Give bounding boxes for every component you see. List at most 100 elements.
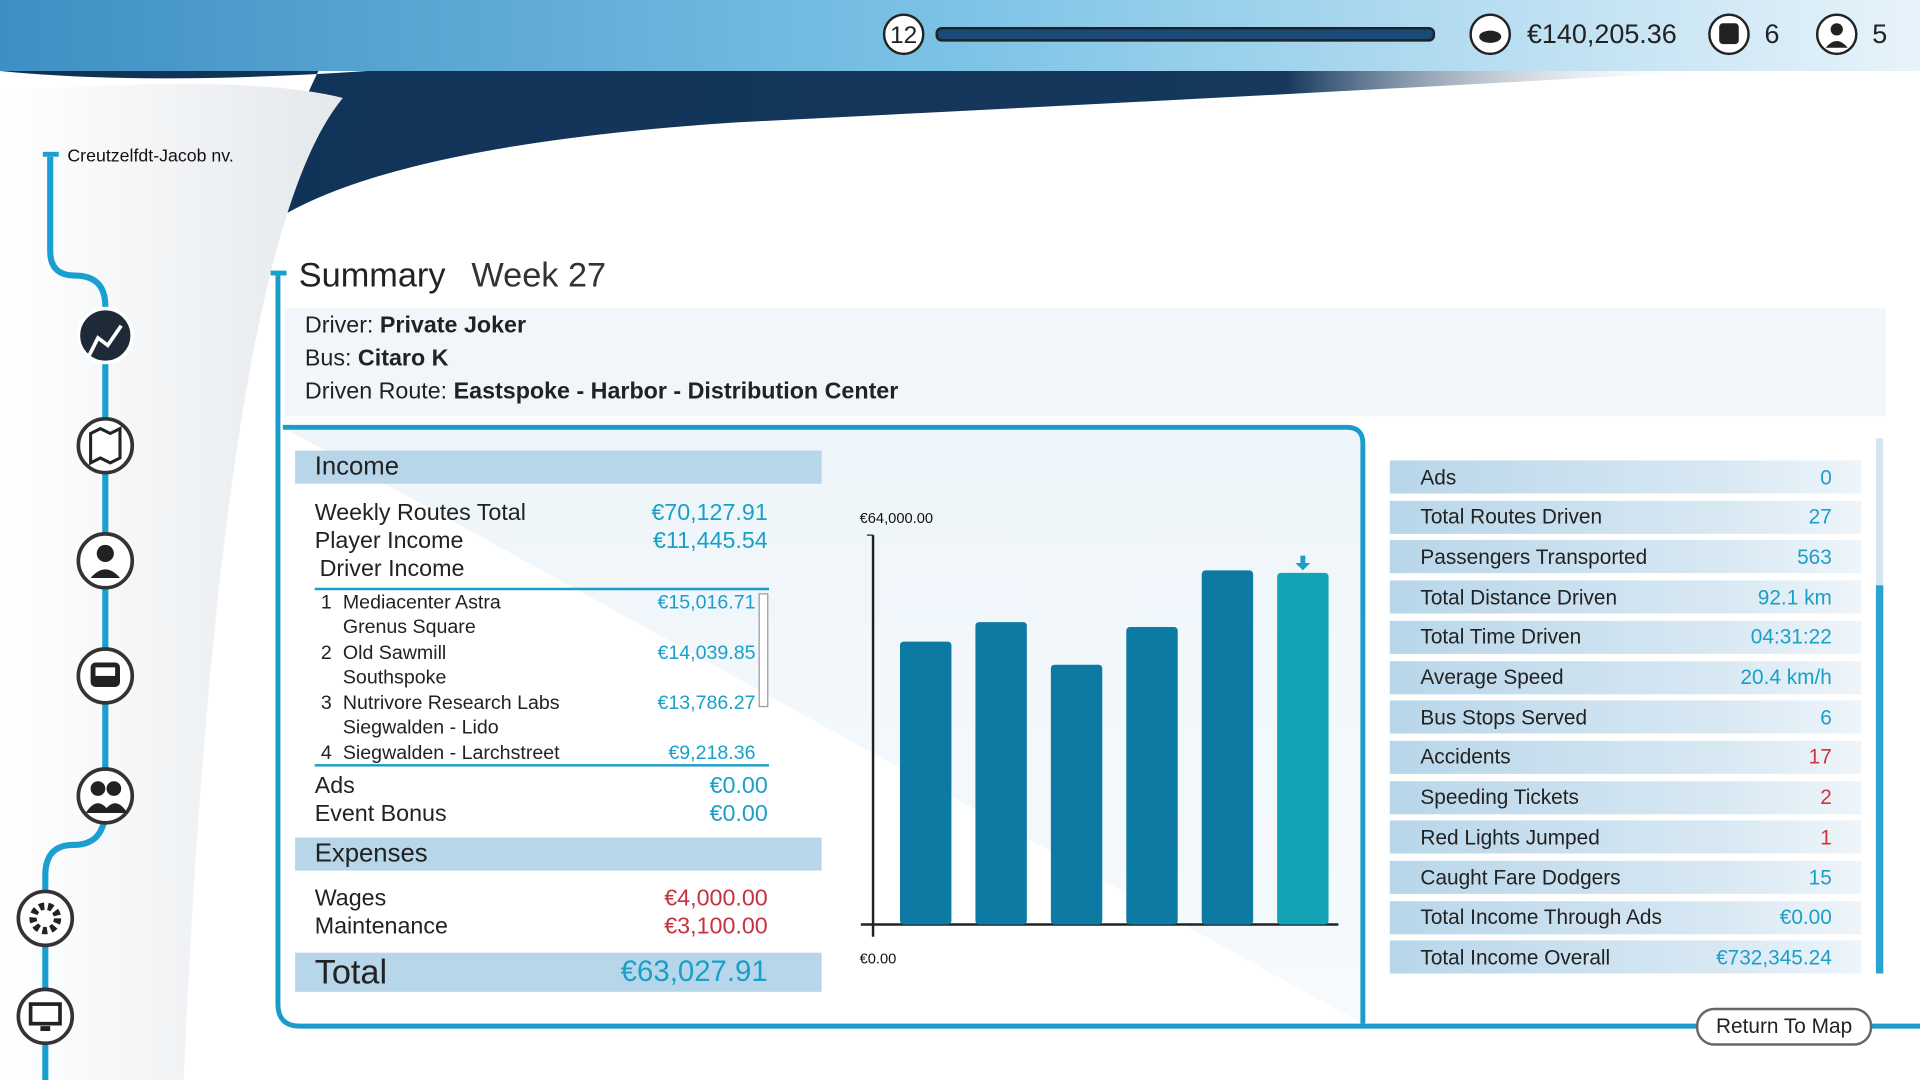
stat-label: Total Distance Driven xyxy=(1420,585,1618,609)
driver-amount: €13,786.27 xyxy=(657,693,756,714)
driver-count: 5 xyxy=(1872,18,1888,49)
stat-label: Passengers Transported xyxy=(1420,545,1648,569)
nav-computer[interactable] xyxy=(16,987,75,1046)
stat-value: 20.4 km/h xyxy=(1740,665,1832,689)
driver-route: Siegwalden - Lido xyxy=(342,717,499,739)
nav-map[interactable] xyxy=(76,416,135,475)
stat-label: Speeding Tickets xyxy=(1420,785,1579,809)
level-badge xyxy=(882,13,925,56)
label: Driven Route: xyxy=(304,378,448,405)
marker xyxy=(270,270,287,276)
label: Driver: xyxy=(304,312,374,339)
income-heading: Income xyxy=(314,452,400,481)
stat-value: €0.00 xyxy=(1779,905,1832,930)
stat-row: Accidents 17 xyxy=(1389,740,1862,774)
driver-income: Driver Income xyxy=(319,556,465,583)
row-label: Weekly Routes Total xyxy=(314,500,526,526)
stat-value: €732,345.24 xyxy=(1716,945,1832,970)
total-bar xyxy=(295,952,822,992)
stat-label: Total Income Overall xyxy=(1420,945,1611,970)
row-label: Event Bonus xyxy=(314,801,447,828)
stats-thumb[interactable] xyxy=(1875,585,1884,974)
stat-value: 0 xyxy=(1820,465,1832,489)
driver-name: Old Sawmill xyxy=(342,642,447,664)
stat-row: Red Lights Jumped 1 xyxy=(1389,820,1862,854)
stat-value: 15 xyxy=(1808,865,1832,889)
stat-label: Total Time Driven xyxy=(1420,625,1582,649)
stat-row: Ads 0 xyxy=(1389,460,1862,494)
stat-row: Bus Stops Served 6 xyxy=(1389,700,1862,734)
stat-value: 2 xyxy=(1820,785,1832,809)
route-line: Driven Route: Eastspoke - Harbor - Distr… xyxy=(305,380,898,403)
money: €140,205.36 xyxy=(1526,18,1677,49)
bar xyxy=(975,622,1027,925)
rank: 3 xyxy=(320,693,332,714)
stat-value: 17 xyxy=(1808,745,1832,769)
label: Bus: xyxy=(304,345,352,372)
nav-settings[interactable] xyxy=(16,889,75,948)
bar xyxy=(1050,664,1103,925)
stat-row: Total Time Driven 04:31:22 xyxy=(1389,620,1862,654)
chart: €0.00 €64,000.00 xyxy=(860,511,1339,968)
row-value: €11,445.54 xyxy=(653,528,768,555)
panel-border xyxy=(275,275,1920,1029)
bar xyxy=(900,641,952,925)
marker xyxy=(42,151,59,157)
stat-row: Average Speed 20.4 km/h xyxy=(1389,660,1862,694)
scrollbar[interactable] xyxy=(758,593,769,708)
expenses-header xyxy=(295,837,822,871)
stat-value: 1 xyxy=(1820,825,1832,849)
row-value: €3,100.00 xyxy=(664,914,768,940)
row-value: €4,000.00 xyxy=(664,885,768,912)
stat-label: Bus Stops Served xyxy=(1420,705,1588,729)
row-label: Ads xyxy=(314,773,355,799)
row-label: Wages xyxy=(314,885,387,912)
route: Eastspoke - Harbor - Distribution Center xyxy=(453,378,899,405)
bus: Citaro K xyxy=(357,345,449,372)
bar xyxy=(1201,570,1254,925)
stat-value: 563 xyxy=(1797,545,1832,569)
return-label[interactable]: Return To Map xyxy=(1715,1014,1853,1038)
driver-name: Siegwalden - Larchstreet xyxy=(342,743,560,765)
stat-row: Total Distance Driven 92.1 km xyxy=(1389,580,1862,614)
row-value: €70,127.91 xyxy=(651,500,768,526)
stat-label: Total Income Through Ads xyxy=(1420,905,1662,930)
total-value: €63,027.91 xyxy=(620,955,768,989)
stat-value: 6 xyxy=(1820,705,1832,729)
stat-row: Speeding Tickets 2 xyxy=(1389,780,1862,814)
info-box xyxy=(285,308,1886,417)
driver-route: Grenus Square xyxy=(342,617,476,638)
stat-row: Passengers Transported 563 xyxy=(1389,540,1862,574)
stat-row: Total Income Overall €732,345.24 xyxy=(1389,940,1862,974)
stat-label: Caught Fare Dodgers xyxy=(1420,865,1621,889)
driver-amount: €9,218.36 xyxy=(668,743,756,765)
rank: 2 xyxy=(320,642,332,664)
stat-row: Total Income Through Ads €0.00 xyxy=(1389,900,1862,934)
bus-count: 6 xyxy=(1764,18,1780,49)
nav-icons xyxy=(16,306,135,1046)
return-button[interactable] xyxy=(1695,1007,1873,1046)
stat-value: 92.1 km xyxy=(1757,585,1832,609)
progress-bar xyxy=(935,26,1436,42)
driver: Private Joker xyxy=(379,312,527,339)
driver-amount: €14,039.85 xyxy=(657,642,756,664)
stat-row: Total Routes Driven 27 xyxy=(1389,500,1862,534)
current-marker xyxy=(1295,555,1311,571)
total-label: Total xyxy=(314,952,388,991)
rank: 1 xyxy=(320,592,332,614)
nav-staff[interactable] xyxy=(76,767,135,825)
row-label: Maintenance xyxy=(314,914,448,940)
rank: 4 xyxy=(320,743,332,765)
stat-value: 04:31:22 xyxy=(1750,625,1832,649)
driver-amount: €15,016.71 xyxy=(657,592,756,614)
row-value: €0.00 xyxy=(709,773,768,799)
y-tick-label: €64,000.00 xyxy=(860,511,934,527)
driver-name: Mediacenter Astra xyxy=(342,592,501,614)
driver-name: Nutrivore Research Labs xyxy=(342,693,560,714)
y-tick-label: €0.00 xyxy=(860,952,897,968)
nav-stats[interactable] xyxy=(76,306,135,365)
swoosh xyxy=(0,71,1715,233)
stat-row: Caught Fare Dodgers 15 xyxy=(1389,860,1862,894)
